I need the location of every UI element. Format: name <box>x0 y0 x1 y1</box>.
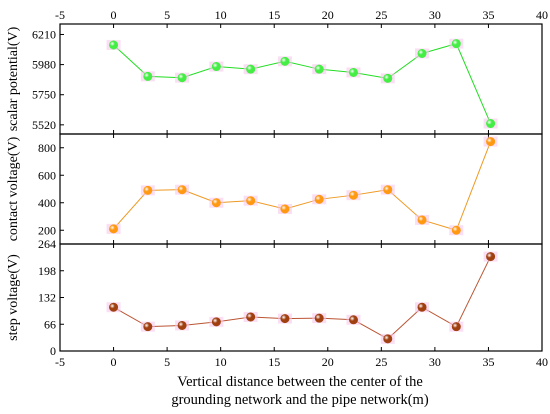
x-tick-label-top-0: -5 <box>55 8 65 22</box>
y-tick-label-top-3: 6210 <box>32 27 56 41</box>
data-point-middle-5 <box>280 204 290 214</box>
data-point-bottom-3 <box>211 317 221 327</box>
data-point-top-10 <box>451 39 461 49</box>
data-point-top-5 <box>280 56 290 66</box>
x-tick-label-top-5: 20 <box>322 8 334 22</box>
x-tick-label-top-7: 30 <box>429 8 441 22</box>
x-tick-label-bottom-5: 20 <box>322 355 334 369</box>
x-tick-label-top-4: 15 <box>268 8 280 22</box>
series-line-bottom <box>113 256 492 340</box>
data-point-bottom-6 <box>314 313 324 323</box>
y-tick-label-middle-1: 400 <box>38 196 56 210</box>
data-point-top-3 <box>211 62 221 72</box>
x-tick-label-bottom-3: 10 <box>215 355 227 369</box>
panel-frame-middle <box>59 133 543 245</box>
x-tick-label-bottom-9: 40 <box>536 355 548 369</box>
data-point-top-4 <box>246 64 256 74</box>
x-tick-label-bottom-0: -5 <box>55 355 65 369</box>
panel-frame-top <box>59 23 543 135</box>
x-axis-title-line1: Vertical distance between the center of … <box>177 374 423 390</box>
data-point-middle-6 <box>314 194 324 204</box>
data-point-top-0 <box>109 40 119 50</box>
x-tick-label-top-8: 35 <box>482 8 494 22</box>
data-point-bottom-10 <box>451 322 461 332</box>
data-point-top-9 <box>417 48 427 58</box>
x-tick-label-bottom-1: 0 <box>111 355 117 369</box>
x-axis-title-line2: grounding network and the pipe network(m… <box>171 392 428 408</box>
data-point-bottom-7 <box>348 315 358 325</box>
y-tick-label-middle-2: 600 <box>38 168 56 182</box>
data-point-top-1 <box>143 71 153 81</box>
x-tick-label-top-1: 0 <box>111 8 117 22</box>
y-tick-label-top-0: 5520 <box>32 118 56 132</box>
y-tick-label-middle-0: 200 <box>38 223 56 237</box>
y-tick-label-bottom-1: 66 <box>44 317 56 331</box>
data-point-top-6 <box>314 64 324 74</box>
data-point-bottom-4 <box>246 312 256 322</box>
y-axis-title-middle: contact voltage(V) <box>6 136 21 241</box>
y-axis-title-top: scalar potential(V) <box>6 26 21 131</box>
data-point-middle-11 <box>486 137 496 147</box>
data-point-middle-4 <box>246 196 256 206</box>
data-point-bottom-11 <box>486 252 496 262</box>
y-tick-label-top-1: 5750 <box>32 88 56 102</box>
data-point-middle-7 <box>348 190 358 200</box>
data-point-bottom-1 <box>143 322 153 332</box>
y-tick-label-bottom-3: 198 <box>38 264 56 278</box>
x-tick-label-bottom-6: 25 <box>375 355 387 369</box>
data-point-middle-10 <box>451 225 461 235</box>
data-point-bottom-9 <box>417 302 427 312</box>
data-point-middle-9 <box>417 215 427 225</box>
y-tick-label-top-2: 5980 <box>32 58 56 72</box>
y-tick-label-bottom-4: 264 <box>38 237 56 251</box>
data-point-middle-1 <box>143 185 153 195</box>
data-point-middle-2 <box>177 185 187 195</box>
data-point-middle-8 <box>383 185 393 195</box>
x-tick-label-bottom-4: 15 <box>268 355 280 369</box>
y-axis-title-bottom: step voltage(V) <box>6 254 21 341</box>
data-point-top-7 <box>348 67 358 77</box>
data-point-bottom-2 <box>177 320 187 330</box>
panel-frame-bottom <box>59 243 543 352</box>
series-line-top <box>113 43 492 124</box>
data-point-top-2 <box>177 73 187 83</box>
y-tick-label-middle-3: 800 <box>38 141 56 155</box>
x-tick-label-top-3: 10 <box>215 8 227 22</box>
x-tick-label-bottom-8: 35 <box>482 355 494 369</box>
y-tick-label-bottom-0: 0 <box>50 344 56 358</box>
data-point-top-8 <box>383 73 393 83</box>
y-tick-label-bottom-2: 132 <box>38 291 56 305</box>
series-line-middle <box>113 141 492 231</box>
data-point-top-11 <box>486 119 496 129</box>
data-point-bottom-0 <box>109 302 119 312</box>
x-tick-label-top-2: 5 <box>164 8 170 22</box>
data-point-middle-3 <box>211 198 221 208</box>
data-point-bottom-5 <box>280 314 290 324</box>
x-tick-label-bottom-2: 5 <box>164 355 170 369</box>
x-tick-label-top-6: 25 <box>375 8 387 22</box>
x-tick-label-bottom-7: 30 <box>429 355 441 369</box>
data-point-bottom-8 <box>383 334 393 344</box>
data-point-middle-0 <box>109 224 119 234</box>
x-tick-label-top-9: 40 <box>536 8 548 22</box>
